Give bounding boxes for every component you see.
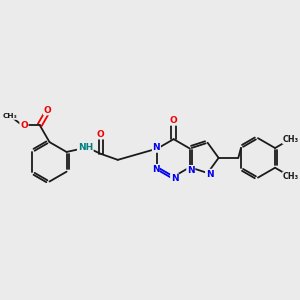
Text: N: N [171, 174, 178, 183]
Text: NH: NH [78, 142, 93, 152]
Text: N: N [153, 143, 160, 152]
Text: O: O [20, 121, 28, 130]
Text: N: N [206, 169, 213, 178]
Text: CH₃: CH₃ [283, 135, 299, 144]
Text: CH₃: CH₃ [3, 113, 17, 119]
Text: CH₃: CH₃ [283, 172, 299, 181]
Text: O: O [44, 106, 51, 115]
Text: O: O [96, 130, 104, 139]
Text: O: O [170, 116, 178, 125]
Text: N: N [152, 165, 159, 174]
Text: N: N [187, 166, 195, 175]
